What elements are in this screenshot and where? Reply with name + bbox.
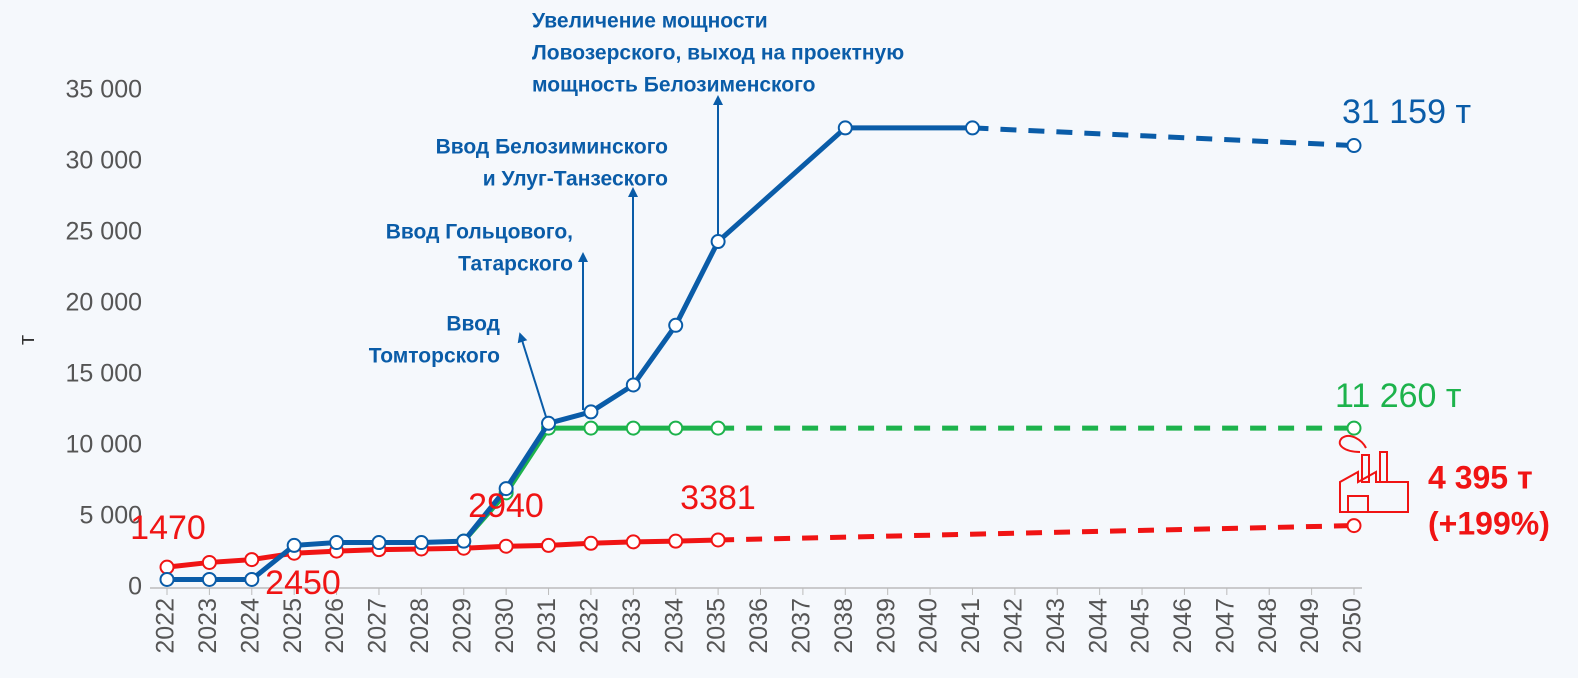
point (668, 533, 684, 549)
x-tick-label: 2038 (830, 598, 858, 654)
point (541, 537, 557, 553)
point (583, 420, 599, 436)
data-label: 31 159 т (1342, 93, 1471, 131)
annotation: Ввод (446, 313, 500, 336)
y-tick-label: 25 000 (66, 218, 142, 246)
x-tick-label: 2046 (1169, 598, 1197, 654)
x-tick-label: 2049 (1296, 598, 1324, 654)
point (583, 404, 599, 420)
annotation: Ввод Гольцового, (386, 221, 573, 244)
y-tick-label: 0 (128, 573, 142, 601)
point (668, 317, 684, 333)
projected-line (972, 125, 1355, 149)
arrow (517, 332, 548, 421)
data-label: 4 395 т (1428, 459, 1533, 495)
point (1346, 420, 1362, 436)
factory-icon (1338, 434, 1409, 513)
x-tick-label: 2023 (194, 598, 222, 654)
y-tick-label: 20 000 (66, 289, 142, 317)
x-tick-label: 2026 (321, 598, 349, 654)
annotation: Ввод Белозиминского (436, 136, 668, 159)
point (1346, 138, 1362, 154)
y-tick-label: 10 000 (66, 431, 142, 459)
x-tick-label: 2030 (491, 598, 519, 654)
y-tick-label: 35 000 (66, 76, 142, 104)
point (498, 538, 514, 554)
annotation: Татарского (458, 253, 573, 276)
x-tick-label: 2024 (236, 598, 264, 654)
y-axis-label: т (14, 335, 39, 345)
y-tick-label: 30 000 (66, 147, 142, 175)
point (625, 377, 641, 393)
point (456, 533, 472, 549)
x-tick-label: 2025 (279, 598, 307, 654)
point (498, 481, 514, 497)
x-tick-label: 2033 (618, 598, 646, 654)
point (964, 120, 980, 136)
x-tick-label: 2045 (1127, 598, 1155, 654)
point (710, 532, 726, 548)
point (710, 420, 726, 436)
x-tick-label: 2022 (152, 598, 180, 654)
x-tick-label: 2044 (1084, 598, 1112, 654)
point (371, 535, 387, 551)
line (167, 125, 973, 582)
point (625, 420, 641, 436)
x-tick-label: 2043 (1042, 598, 1070, 654)
data-label: 3381 (680, 479, 756, 517)
data-label: 2940 (468, 487, 544, 525)
x-tick-label: 2040 (915, 598, 943, 654)
x-tick-label: 2028 (406, 598, 434, 654)
point (159, 571, 175, 587)
x-tick-label: 2048 (1254, 598, 1282, 654)
x-tick-label: 2029 (448, 598, 476, 654)
point (201, 571, 217, 587)
x-tick-label: 2041 (957, 598, 985, 654)
annotation: Увеличение мощности (532, 10, 768, 33)
point (329, 535, 345, 551)
point (244, 552, 260, 568)
point (413, 535, 429, 551)
data-label: 1470 (130, 509, 206, 547)
x-tick-label: 2050 (1339, 598, 1367, 654)
y-tick-label: 5 000 (79, 502, 142, 530)
point (541, 415, 557, 431)
point (1346, 518, 1362, 534)
x-tick-label: 2036 (745, 598, 773, 654)
annotation: Томторского (369, 345, 500, 368)
x-tick-label: 2047 (1211, 598, 1239, 654)
point (583, 535, 599, 551)
x-tick-label: 2035 (703, 598, 731, 654)
x-tick-label: 2027 (364, 598, 392, 654)
point (159, 559, 175, 575)
x-tick-label: 2031 (533, 598, 561, 654)
point (201, 554, 217, 570)
x-tick-label: 2032 (576, 598, 604, 654)
data-label: 2450 (265, 564, 341, 602)
annotation: (+199%) (1428, 505, 1550, 541)
data-label: 11 260 т (1335, 377, 1462, 415)
annotation: и Улуг-Танзеского (483, 168, 668, 191)
point (286, 537, 302, 553)
x-tick-label: 2034 (660, 598, 688, 654)
point (710, 234, 726, 250)
projected-line (718, 523, 1355, 543)
point (625, 534, 641, 550)
y-tick-label: 15 000 (66, 360, 142, 388)
annotation: Ловозерского, выход на проектную (532, 42, 904, 65)
point (837, 120, 853, 136)
point (668, 420, 684, 436)
arrows (517, 95, 723, 421)
x-tick-label: 2042 (999, 598, 1027, 654)
x-tick-label: 2037 (788, 598, 816, 654)
annotation: мощность Белозименского (532, 74, 815, 97)
point (244, 571, 260, 587)
x-tick-label: 2039 (872, 598, 900, 654)
